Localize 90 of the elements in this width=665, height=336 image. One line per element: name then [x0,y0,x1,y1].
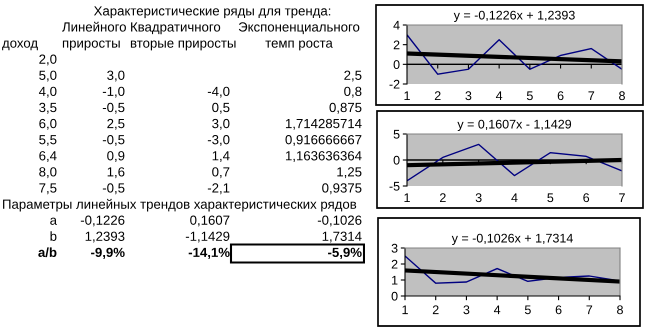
text: Параметры линейных трендов характеристических рядов [3,198,356,212]
x-tick-label: 7 [586,305,592,314]
text: 0,7 [212,167,230,178]
text: 1,4 [212,151,230,162]
text: 0,875 [330,102,362,114]
text: -9,9% [91,248,125,259]
x-tick-label: 5 [524,305,531,314]
text: 1,714285714 [286,118,362,130]
text: доход [2,40,38,50]
text: Квадратичного [131,22,220,34]
text: 5,0 [39,70,56,82]
y-tick-label: 0 [394,156,400,165]
text: -0,1026 [318,216,362,226]
text: 2,5 [344,70,362,82]
text: -4,0 [208,86,230,98]
y-tick-label: 4 [393,20,400,30]
text: 1,163636364 [286,151,362,162]
x-tick-label: 6 [556,305,562,314]
y-tick-label: -2 [389,80,400,89]
text: 3,0 [212,118,230,130]
y-tick-label: 1 [392,276,398,285]
x-tick-label: 6 [583,193,590,202]
chart-title: y = -0,1026x + 1,7314 [452,234,573,246]
x-tick-label: 7 [619,193,625,202]
text: Экспоненциального [238,22,360,34]
x-tick-label: 6 [558,91,564,100]
y-tick-label: 3 [392,244,398,253]
y-tick-label: -5 [389,182,400,191]
text: -0,1226 [80,216,124,226]
y-tick-label: 5 [394,130,400,139]
text: 6,0 [39,118,56,130]
text: 4,0 [38,86,56,98]
text: темп роста [265,40,333,50]
text: 5,5 [39,135,56,146]
y-tick-label: 2 [392,260,398,269]
x-tick-label: 8 [617,305,623,314]
text: -0,5 [102,135,124,146]
text: 0,9375 [322,183,362,194]
x-tick-label: 3 [463,305,470,314]
text: Характеристические ряды для тренда: [94,6,330,18]
text: 8,0 [39,167,56,178]
x-tick-label: 4 [494,305,500,314]
text: 0,8 [344,86,362,98]
x-tick-label: 2 [440,193,446,202]
x-tick-label: 1 [402,305,408,314]
chart-title: y = -0,1226x + 1,2393 [454,10,575,22]
y-tick-label: 0 [394,60,400,69]
text: -1,0 [102,86,124,98]
text: 1,2393 [86,232,124,242]
x-tick-label: 3 [476,193,482,202]
text: -3,0 [208,135,230,146]
text: 0,1607 [190,216,230,226]
text: -0,5 [102,183,124,194]
x-tick-label: 1 [404,91,410,100]
text: 7,5 [39,183,56,194]
x-tick-label: 1 [404,193,410,202]
text: 2,5 [107,118,124,130]
x-tick-label: 3 [465,91,472,100]
x-tick-label: 4 [496,91,502,100]
text: 3,0 [107,70,124,82]
y-tick-label: 0 [392,292,398,301]
text: -0,5 [102,102,124,114]
text: 1,25 [337,167,362,178]
text: 0,5 [212,102,230,114]
text: -1,1429 [186,232,230,242]
text: вторые приросты [130,40,236,50]
y-tick-label: 2 [394,40,400,50]
text: -14,1% [188,248,230,259]
text: 3,5 [39,102,56,114]
text: -5,9% [328,248,362,259]
text: Линейного [62,22,126,32]
text: a/b [38,247,56,258]
x-tick-label: 5 [547,193,554,202]
text: 6,4 [39,151,57,162]
text: 1,6 [108,167,124,178]
text: 1,7314 [322,232,362,242]
text: приросты [62,40,120,50]
x-tick-label: 7 [588,91,594,100]
chart-title: y = 0,1607x - 1,1429 [457,120,572,132]
text: b [50,231,56,241]
text: 0,916666667 [285,135,362,146]
text: a [50,218,57,225]
x-tick-label: 5 [526,91,533,100]
x-tick-label: 8 [619,91,625,100]
text: 0,9 [107,151,124,162]
x-tick-label: 4 [511,193,518,202]
text: 2,0 [39,54,56,66]
x-tick-label: 2 [434,91,441,100]
text: -2,1 [208,183,230,194]
x-tick-label: 2 [432,305,439,314]
